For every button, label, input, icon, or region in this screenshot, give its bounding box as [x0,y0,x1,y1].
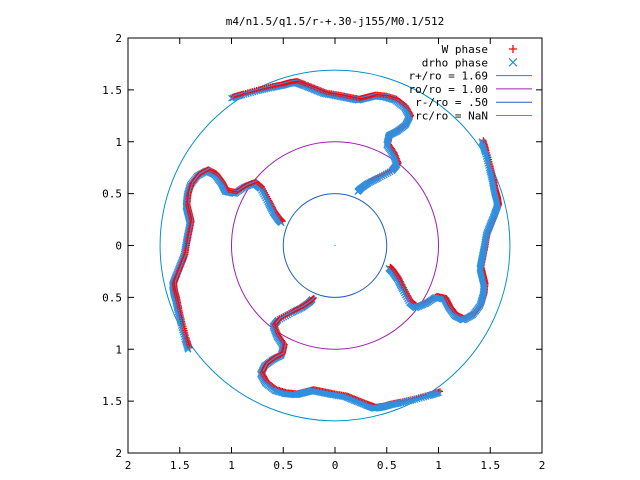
x-tick-label: 0.5 [377,459,397,472]
y-tick-label: 0 [115,240,122,253]
drho-phase-point [478,139,486,147]
radius-circle [159,69,511,422]
x-tick-label: 1 [435,459,442,472]
legend-label: ro/ro = 1.00 [409,83,488,96]
x-tick-label: 1.5 [480,459,500,472]
x-tick-label: 1 [228,459,235,472]
x-tick-label: 1.5 [170,459,190,472]
rc-point [334,244,336,247]
phase-points [169,78,502,412]
drho-phase-point [228,94,235,102]
x-tick-label: 2 [125,459,132,472]
radius-circle [282,193,388,298]
y-tick-label: 0.5 [102,291,122,304]
y-tick-label: 1 [115,136,122,149]
y-tick-label: 2 [115,32,122,45]
radius-circle [231,141,439,350]
y-tick-label: 1 [115,343,122,356]
radius-circles [159,69,511,422]
x-tick-label: 2 [539,459,546,472]
legend-label: drho phase [422,56,488,69]
legend-label: r+/ro = 1.69 [409,70,488,83]
chart-title: m4/n1.5/q1.5/r-+.30-j155/M0.1/512 [226,15,445,28]
drho-phase-point [184,345,192,353]
x-tick-label: 0.5 [273,459,293,472]
y-tick-label: 0.5 [102,188,122,201]
legend-label: W phase [442,43,488,56]
drho-phase-point [478,138,486,146]
x-tick-label: 0 [332,459,339,472]
y-tick-label: 1.5 [102,395,122,408]
y-tick-label: 1.5 [102,84,122,97]
y-tick-label: 2 [115,447,122,460]
drho-phase-point [435,389,442,397]
legend-label: r-/ro = .50 [415,96,488,109]
axes: 2 1.5 1 0.5 0 0.5 1 1.5 221.510.500.511.52 [102,32,545,472]
legend-marker [508,57,518,67]
legend-marker [509,45,517,53]
legend-label: rc/ro = NaN [415,110,488,123]
